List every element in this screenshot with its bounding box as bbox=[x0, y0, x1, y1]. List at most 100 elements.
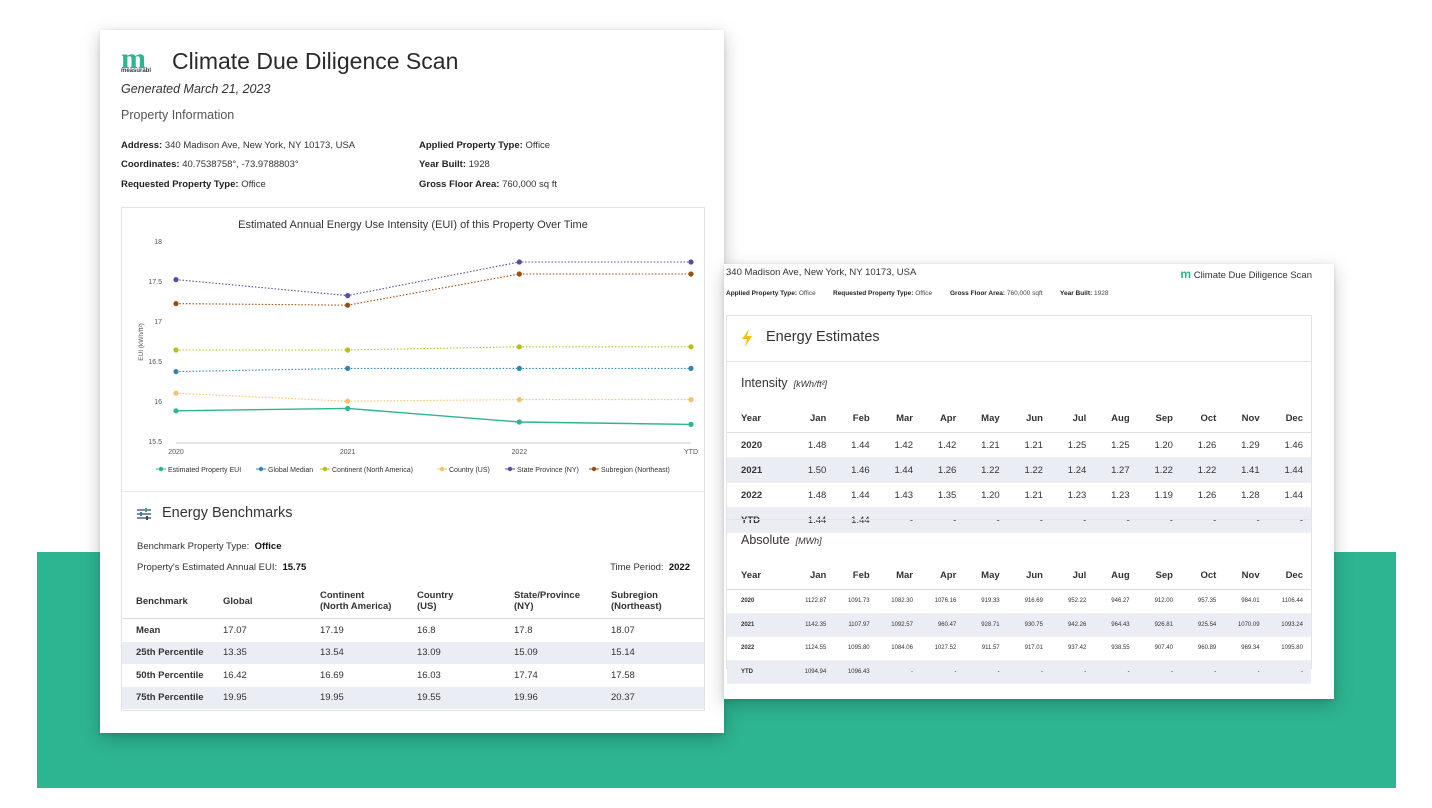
estimate-value: 928.71 bbox=[964, 613, 1008, 637]
data-point bbox=[516, 271, 522, 277]
data-point bbox=[516, 365, 522, 371]
report-title: Climate Due Diligence Scan bbox=[172, 48, 459, 74]
meta-value: Office bbox=[798, 290, 816, 297]
year-label: 2022 bbox=[727, 636, 791, 661]
estimate-value: 1095.80 bbox=[1267, 636, 1311, 661]
benchmark-value: 19.95 bbox=[209, 686, 306, 709]
data-point bbox=[688, 365, 694, 371]
estimate-row: YTD 1094.94 1096.43- - - - - - - - - - bbox=[727, 660, 1311, 684]
estimate-row: 2022 1.48 1.44 1.43 1.35 1.20 1.21 1.23 1.23 1.19… bbox=[727, 482, 1311, 508]
estimate-value: 1.26 bbox=[1180, 432, 1225, 458]
y-axis-label: EUI (kWh/ft²) bbox=[138, 323, 145, 361]
benchmark-value: 16.69 bbox=[320, 669, 344, 681]
estimate-value: 960.47 bbox=[920, 613, 965, 637]
estimate-value: 911.57 bbox=[964, 636, 1008, 661]
month-header: Apr bbox=[939, 412, 957, 424]
x-tick-label: 2020 bbox=[168, 449, 184, 456]
row-label: 75th Percentile bbox=[122, 686, 209, 709]
data-point bbox=[516, 397, 522, 403]
benchmark-value: 16.42 bbox=[223, 669, 247, 681]
meta-label: Applied Property Type: bbox=[726, 290, 798, 297]
estimate-value: 1.35 bbox=[920, 482, 965, 508]
estimate-value: 1.44 bbox=[834, 432, 878, 458]
meta-value: 1928 bbox=[1093, 290, 1109, 297]
page2-brand: m Climate Due Diligence Scan bbox=[1180, 267, 1312, 281]
data-point bbox=[688, 259, 694, 265]
lightning-bolt-icon bbox=[742, 329, 752, 347]
benchmark-value: 19.95 bbox=[306, 686, 403, 709]
col-header: Continent (North America) bbox=[320, 590, 392, 612]
estimate-value: - bbox=[1267, 660, 1311, 684]
series-line bbox=[175, 407, 692, 426]
estimate-value: 969.34 bbox=[1224, 636, 1268, 661]
chart-title: Estimated Annual Energy Use Intensity (E… bbox=[238, 219, 588, 231]
month-header: Oct bbox=[1200, 569, 1217, 581]
estimate-value: 1.28 bbox=[1224, 482, 1268, 508]
col-header: Subregion (Northeast) bbox=[611, 590, 662, 612]
gfa-field: Gross Floor Area: 760,000 sq ft bbox=[419, 179, 557, 190]
intensity-heading: Intensity [kWh/ft²] bbox=[741, 376, 827, 390]
estimate-value: 946.27 bbox=[1094, 589, 1138, 614]
logo-wordmark: measurabl bbox=[121, 68, 152, 74]
benchmark-value: 20.37 bbox=[597, 686, 704, 709]
legend-swatch bbox=[439, 466, 445, 472]
series-line bbox=[175, 261, 691, 297]
col-header: Global bbox=[223, 595, 253, 607]
estimate-value: 1.25 bbox=[1094, 432, 1138, 458]
col-header: Benchmark bbox=[136, 595, 188, 607]
estimate-value: - bbox=[1224, 660, 1268, 684]
year-label: 2021 bbox=[727, 457, 791, 483]
estimate-value: 1.23 bbox=[1094, 482, 1138, 508]
data-point bbox=[516, 419, 522, 425]
benchmark-row: 25th Percentile 13.35 13.54 13.09 15.09 15.14 bbox=[122, 641, 704, 664]
x-tick-label: YTD bbox=[684, 449, 698, 456]
year-built-value: 1928 bbox=[468, 159, 490, 170]
estimate-value: 930.75 bbox=[1007, 613, 1051, 637]
absolute-title: Absolute bbox=[741, 533, 790, 547]
benchmark-value: 15.14 bbox=[597, 641, 704, 664]
row-label: 50th Percentile bbox=[136, 669, 204, 681]
col-header: State/Province (NY) bbox=[514, 590, 580, 612]
month-header: May bbox=[981, 569, 1000, 581]
estimate-value: 1106.44 bbox=[1267, 589, 1311, 614]
applied-type-field: Applied Property Type: Office bbox=[419, 140, 550, 151]
estimate-value: 1107.97 bbox=[834, 613, 878, 637]
year-built-label: Year Built: bbox=[419, 159, 466, 170]
absolute-heading: Absolute [MWh] bbox=[741, 533, 822, 547]
estimate-value: 1096.43 bbox=[834, 660, 878, 684]
estimate-value: 1084.06 bbox=[877, 636, 921, 661]
applied-type-label: Applied Property Type: bbox=[419, 140, 523, 151]
estimate-value: 1.22 bbox=[1137, 457, 1181, 483]
meta-value: Office bbox=[915, 290, 933, 297]
coordinates-label: Coordinates: bbox=[121, 159, 180, 170]
estimate-value: 960.89 bbox=[1180, 636, 1225, 661]
estimate-value: - bbox=[1094, 660, 1138, 684]
year-label: 2020 bbox=[727, 432, 791, 458]
month-header: Aug bbox=[1111, 569, 1130, 581]
estimate-value: - bbox=[1050, 507, 1095, 533]
estimate-value: - bbox=[1094, 507, 1138, 533]
year-label: 2021 bbox=[727, 613, 791, 637]
year-label: YTD bbox=[727, 660, 791, 684]
legend-label: Subregion (Northeast) bbox=[601, 467, 670, 474]
estimate-value: 1.41 bbox=[1224, 457, 1268, 483]
absolute-table: Year Jan Feb Mar Apr May Jun Jul Aug Sep Oct Nov Dec… bbox=[727, 561, 1311, 684]
estimate-value: 1092.57 bbox=[877, 613, 921, 637]
estimate-value: 938.55 bbox=[1094, 636, 1138, 661]
year-label: 2020 bbox=[727, 589, 791, 614]
eui-line-chart: Estimated Annual Energy Use Intensity (E… bbox=[138, 219, 698, 474]
row-label: Mean bbox=[122, 618, 209, 642]
data-point bbox=[688, 421, 694, 427]
benchmark-value: 18.07 bbox=[597, 618, 704, 642]
estimate-value: 1.26 bbox=[1180, 482, 1225, 508]
estimate-value: 1.43 bbox=[877, 482, 921, 508]
estimate-value: 1076.16 bbox=[920, 589, 965, 614]
estimate-value: 1.44 bbox=[834, 507, 878, 533]
estimate-value: 1082.30 bbox=[877, 589, 921, 614]
estimate-row: 2021 1142.35 1107.97 1092.57 960.47 928.71 930… bbox=[727, 613, 1311, 637]
estimate-value: 964.43 bbox=[1094, 613, 1138, 637]
series-line bbox=[175, 367, 691, 373]
estimate-value: 912.00 bbox=[1137, 589, 1181, 614]
benchmark-value: 19.96 bbox=[500, 686, 597, 709]
generated-date: Generated March 21, 2023 bbox=[121, 82, 271, 96]
